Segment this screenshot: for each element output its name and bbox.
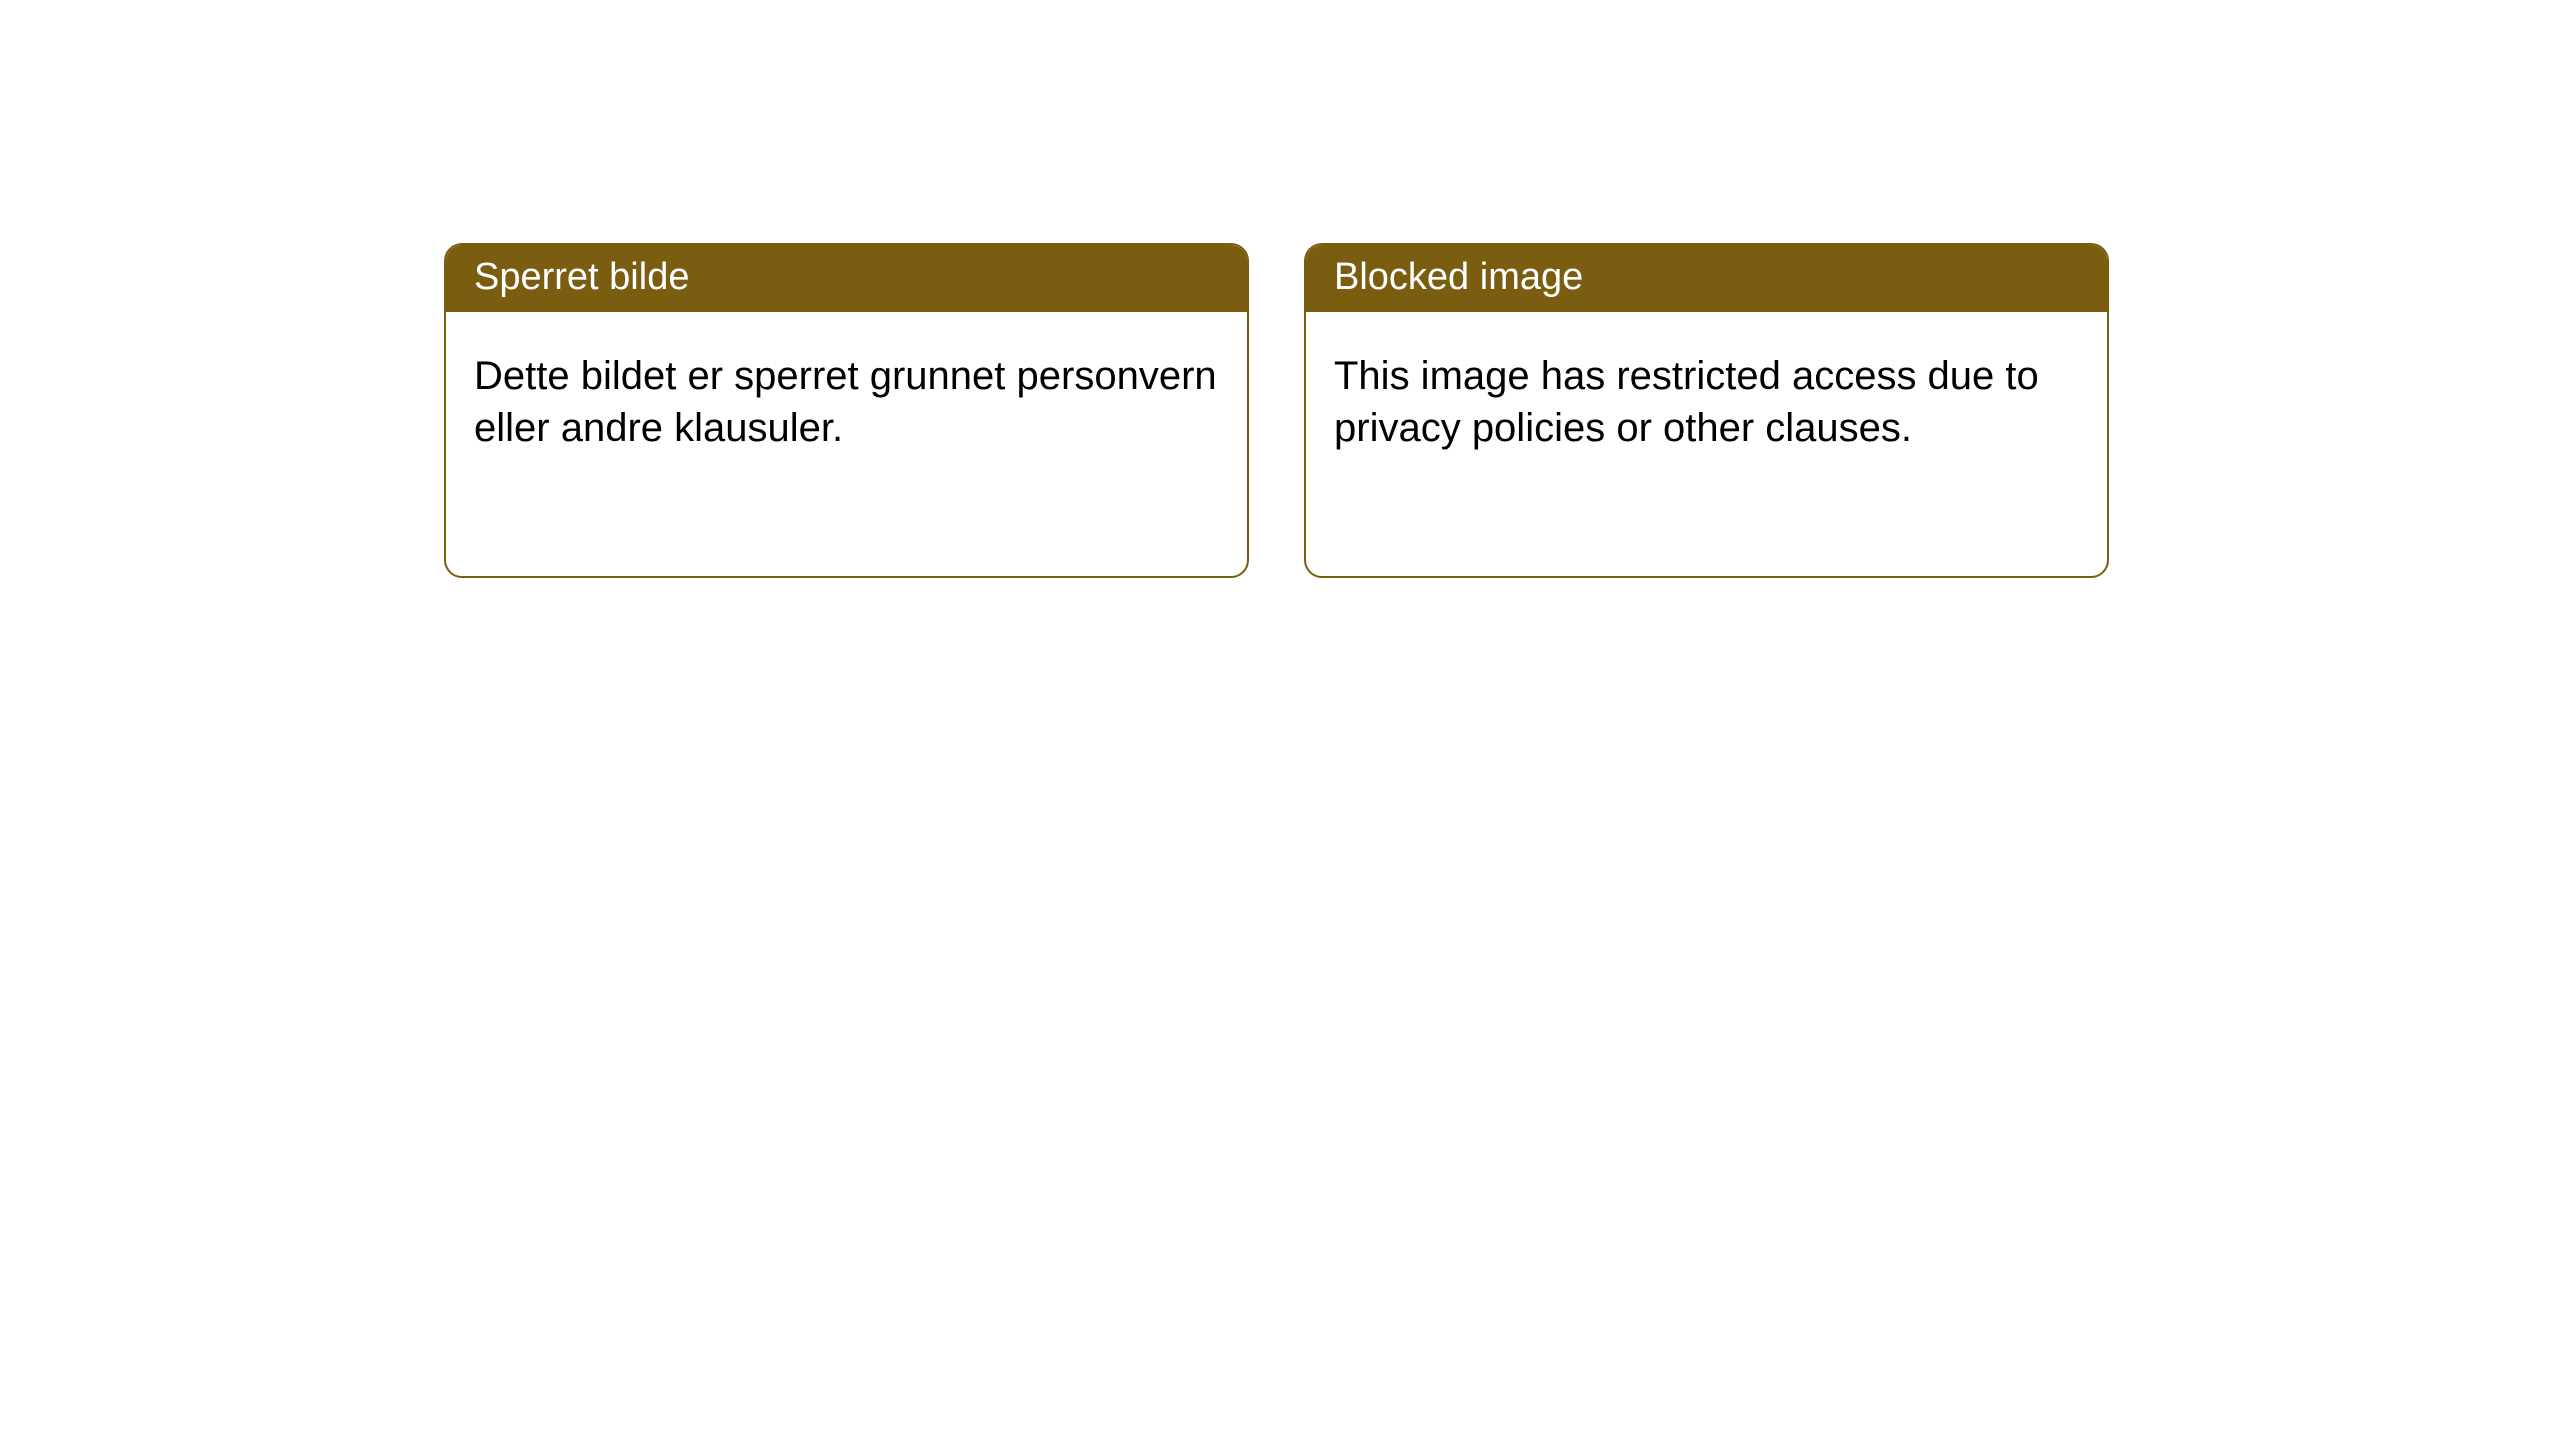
notice-card-norwegian: Sperret bilde Dette bildet er sperret gr…	[444, 243, 1249, 578]
notice-body: Dette bildet er sperret grunnet personve…	[446, 312, 1247, 482]
notice-header-text: Blocked image	[1334, 256, 1583, 298]
notice-body: This image has restricted access due to …	[1306, 312, 2107, 482]
notice-container: Sperret bilde Dette bildet er sperret gr…	[0, 0, 2560, 578]
notice-header-text: Sperret bilde	[474, 256, 689, 298]
notice-card-english: Blocked image This image has restricted …	[1304, 243, 2109, 578]
notice-header: Blocked image	[1306, 245, 2107, 312]
notice-body-text: Dette bildet er sperret grunnet personve…	[474, 354, 1217, 450]
notice-header: Sperret bilde	[446, 245, 1247, 312]
notice-body-text: This image has restricted access due to …	[1334, 354, 2039, 450]
